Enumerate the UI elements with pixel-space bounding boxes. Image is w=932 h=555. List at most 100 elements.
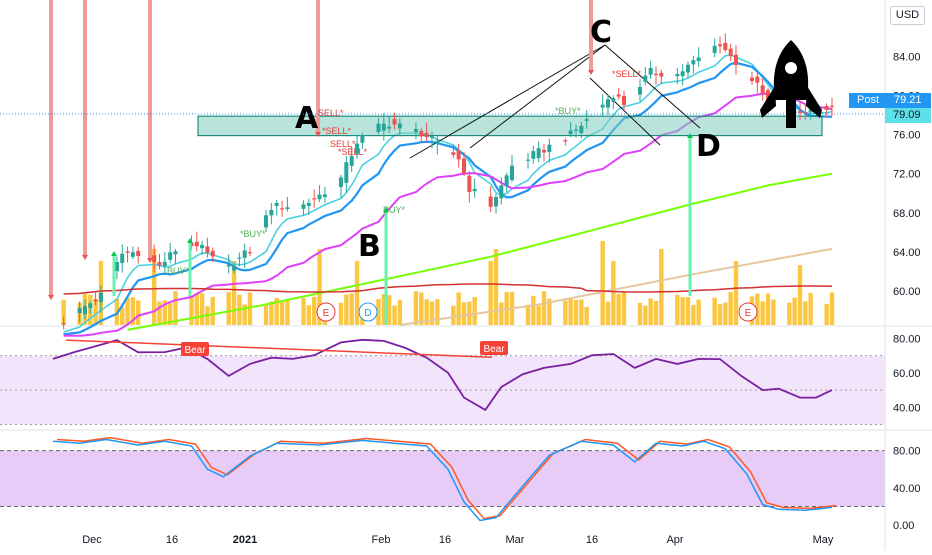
- wedge-lower-line: [589, 77, 661, 146]
- volume-bar: [419, 292, 424, 325]
- candle-body: [136, 250, 141, 257]
- candle-body: [766, 90, 770, 101]
- volume-bar: [723, 302, 728, 325]
- candle-body: [360, 135, 365, 143]
- rsi-tick-label: 80.00: [893, 333, 921, 345]
- candle-body: [606, 99, 610, 108]
- volume-bar: [274, 297, 279, 325]
- candle-body: [349, 156, 354, 166]
- buy-arrow: [384, 212, 388, 325]
- candle-body: [301, 204, 306, 209]
- candle-body: [600, 104, 605, 108]
- volume-bar: [397, 300, 403, 325]
- volume-bar: [488, 261, 493, 325]
- candle-body: [691, 60, 696, 65]
- volume-bar: [621, 291, 627, 325]
- candle-body: [194, 241, 199, 247]
- candle-body: [696, 57, 701, 62]
- candle-body: [579, 125, 584, 133]
- candle-body: [61, 323, 66, 325]
- volume-bar: [685, 297, 691, 325]
- time-tick-label: 16: [439, 534, 451, 546]
- candle-body: [616, 94, 621, 97]
- candle-body: [760, 85, 765, 93]
- volume-bar: [344, 294, 349, 325]
- sell-arrow: [316, 0, 320, 132]
- candle-body: [750, 77, 754, 82]
- volume-bar: [456, 292, 461, 325]
- volume-bar: [637, 302, 643, 325]
- volume-bar: [61, 299, 66, 325]
- candle-body: [419, 130, 424, 137]
- candle-body: [248, 252, 253, 254]
- volume-bar: [771, 299, 776, 325]
- candle-body: [98, 292, 103, 303]
- candle-body: [728, 48, 733, 56]
- candle-body: [654, 73, 658, 76]
- sell-arrow: [148, 0, 152, 258]
- event-marker: [316, 302, 336, 322]
- volume-bar: [541, 291, 547, 325]
- candle-body: [168, 252, 173, 260]
- rocket-icon: [760, 40, 822, 128]
- rsi-tick-label: 40.00: [893, 402, 921, 414]
- candle-body: [312, 198, 317, 200]
- buy-arrow-head: [687, 133, 693, 138]
- candle-body: [611, 98, 616, 102]
- buy-signal-label: BUY*: [167, 266, 190, 276]
- last-price-tag: 79.09: [885, 108, 931, 123]
- candle-body: [280, 208, 285, 210]
- candle-body: [210, 250, 215, 257]
- ma-green-line: [127, 172, 833, 331]
- event-marker-label: E: [323, 308, 330, 319]
- candle-body: [798, 111, 802, 113]
- volume-bar: [231, 261, 237, 325]
- candle-body: [723, 42, 728, 51]
- volume-bar: [568, 297, 573, 325]
- volume-bar: [338, 302, 344, 325]
- candle-body: [114, 262, 119, 272]
- buy-signal-label: *BUY*: [555, 106, 581, 116]
- volume-bar: [787, 302, 792, 325]
- volume-bar: [263, 304, 269, 325]
- volume-bar: [210, 296, 215, 325]
- candle-body: [472, 188, 477, 192]
- support-zone: [197, 115, 823, 137]
- bear-tag-label: Bear: [483, 344, 505, 355]
- volume-bar: [381, 294, 387, 325]
- volume-bar: [311, 296, 317, 325]
- sell-signal-label: *SELL*: [612, 69, 642, 79]
- volume-bar: [531, 295, 536, 325]
- buy-arrow-head: [187, 238, 193, 243]
- pattern-label-b: B: [358, 229, 381, 264]
- time-tick-label: 16: [586, 534, 598, 546]
- ema-light-line: [63, 54, 833, 333]
- volume-bar: [435, 299, 440, 325]
- time-tick-label: 2021: [233, 534, 257, 546]
- volume-bar: [728, 292, 733, 325]
- volume-bar: [279, 301, 285, 325]
- sell-arrow: [49, 0, 53, 295]
- candle-body: [157, 262, 162, 266]
- volume-bar: [824, 303, 829, 325]
- sell-arrow-head: [48, 295, 54, 300]
- volume-bar: [386, 295, 392, 325]
- post-price-tag: Post 79.21: [849, 93, 931, 108]
- volume-bar: [354, 261, 360, 325]
- sell-arrow-head: [147, 258, 153, 263]
- candle-body: [237, 257, 242, 259]
- event-marker: [358, 302, 378, 322]
- candle-body: [456, 150, 461, 160]
- candle-body: [413, 129, 418, 132]
- candle-body: [376, 123, 381, 132]
- price-tick-label: 64.00: [893, 247, 921, 259]
- candle-body: [574, 129, 578, 131]
- channel-upper-line: [469, 44, 606, 149]
- volume-bar: [675, 294, 680, 325]
- currency-badge[interactable]: USD: [890, 6, 925, 25]
- volume-bar: [717, 304, 723, 325]
- candle-body: [322, 194, 327, 198]
- candle-body: [467, 175, 472, 193]
